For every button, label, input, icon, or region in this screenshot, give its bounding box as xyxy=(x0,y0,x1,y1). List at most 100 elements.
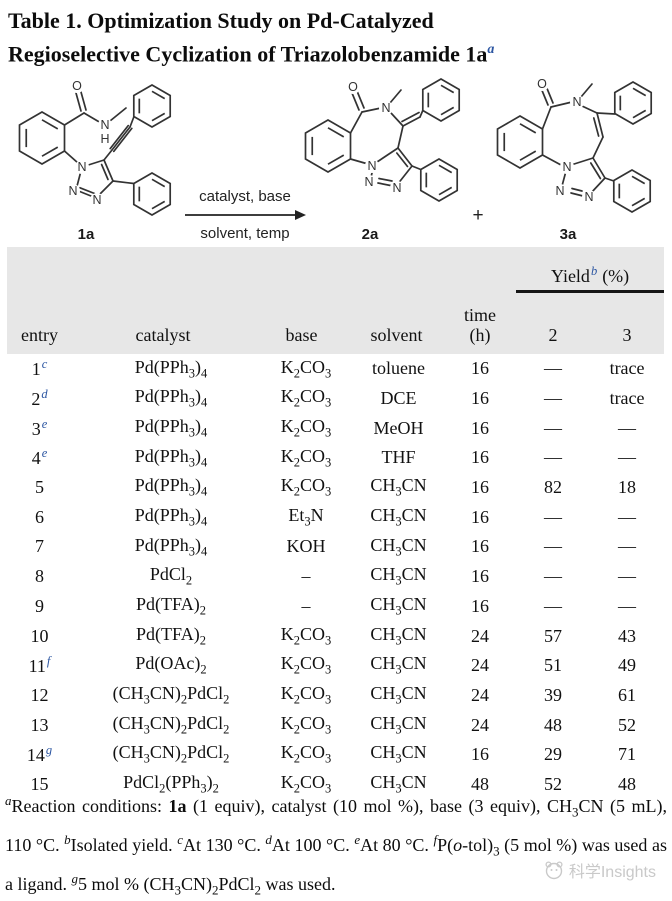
cell-entry: 13 xyxy=(30,714,49,735)
cell-yield-3: — xyxy=(618,566,637,587)
table-row: 13 (CH3CN)2PdCl2 K2CO3 CH3CN 24 48 52 xyxy=(7,710,664,740)
arrow-icon xyxy=(185,210,306,220)
cell-yield-2: 82 xyxy=(544,477,563,498)
cell-yield-3: 43 xyxy=(618,625,637,646)
col-entry: entry xyxy=(7,291,72,354)
cell-catalyst: (CH3CN)2PdCl2 xyxy=(112,742,230,767)
cell-time: 16 xyxy=(471,506,490,527)
cell-yield-2: 52 xyxy=(544,773,563,794)
table-row: 10 Pd(TFA)2 K2CO3 CH3CN 24 57 43 xyxy=(7,621,664,651)
conditions-top: catalyst, base xyxy=(199,188,291,205)
cell-entry: 2d xyxy=(31,387,48,410)
structure-3a: O N N N N 3a xyxy=(496,77,653,243)
cell-yield-2: — xyxy=(544,566,563,587)
col-base: base xyxy=(254,291,349,354)
cell-catalyst: (CH3CN)2PdCl2 xyxy=(112,683,230,707)
cell-yield-2: — xyxy=(544,447,563,468)
cell-solvent: THF xyxy=(381,447,416,468)
table-row: 8 PdCl2 – CH3CN 16 — — xyxy=(7,562,664,592)
cell-time: 16 xyxy=(471,566,490,587)
cell-yield-2: — xyxy=(544,388,563,409)
molecule-label-2a: 2a xyxy=(362,226,379,243)
table-row: 11f Pd(OAc)2 K2CO3 CH3CN 24 51 49 xyxy=(7,651,664,681)
cell-solvent: CH3CN xyxy=(370,623,427,648)
cell-time: 24 xyxy=(471,684,490,705)
col-solvent: solvent xyxy=(349,291,444,354)
cell-yield-2: — xyxy=(544,536,563,557)
table-row: 5 Pd(PPh3)4 K2CO3 CH3CN 16 82 18 xyxy=(7,473,664,503)
cell-solvent: CH3CN xyxy=(370,742,427,767)
table-row: 7 Pd(PPh3)4 KOH CH3CN 16 — — xyxy=(7,532,664,562)
col-catalyst: catalyst xyxy=(72,291,254,354)
cell-base: K2CO3 xyxy=(280,653,332,678)
reaction-scheme: O N H N N N 1a catalyst, base solvent, t… xyxy=(0,73,672,248)
cell-yield-3: 52 xyxy=(618,714,637,735)
atom-n2: N xyxy=(364,175,373,189)
table-row: 1c Pd(PPh3)4 K2CO3 toluene 16 — trace xyxy=(7,354,664,384)
footnote: aReaction conditions: 1a (1 equiv), cata… xyxy=(5,793,667,898)
cell-solvent: CH3CN xyxy=(370,475,427,499)
atom-n2: N xyxy=(68,184,77,198)
cell-time: 16 xyxy=(471,358,490,379)
table-row: 4e Pd(PPh3)4 K2CO3 THF 16 — — xyxy=(7,443,664,473)
cell-yield-3: — xyxy=(618,447,637,468)
cell-catalyst: PdCl2(PPh3)2 xyxy=(123,772,219,796)
cell-time: 16 xyxy=(471,447,490,468)
cell-solvent: CH3CN xyxy=(370,534,427,559)
cell-solvent: CH3CN xyxy=(370,594,427,618)
cell-yield-2: — xyxy=(544,506,563,527)
cell-yield-2: 57 xyxy=(544,625,563,646)
atom-h-amide: H xyxy=(100,132,109,146)
cell-time: 16 xyxy=(471,595,490,616)
cell-yield-2: — xyxy=(544,595,563,616)
cell-entry: 1c xyxy=(31,357,48,380)
cell-base: K2CO3 xyxy=(280,623,332,648)
cell-base: K2CO3 xyxy=(280,386,332,410)
cell-yield-3: — xyxy=(618,536,637,557)
reaction-arrow: catalyst, base solvent, temp xyxy=(183,187,307,243)
table-title: Table 1. Optimization Study on Pd-Cataly… xyxy=(8,6,648,68)
cell-base: K2CO3 xyxy=(280,415,332,440)
cell-catalyst: Pd(PPh3)4 xyxy=(134,534,208,559)
watermark-text: 科学Insights xyxy=(568,864,656,881)
cell-yield-2: 51 xyxy=(544,655,563,676)
table-row: 12 (CH3CN)2PdCl2 K2CO3 CH3CN 24 39 61 xyxy=(7,681,664,711)
cell-base: K2CO3 xyxy=(280,445,332,470)
cell-time: 16 xyxy=(471,388,490,409)
cell-yield-2: — xyxy=(544,417,563,438)
title-line2: Regioselective Cyclization of Triazolobe… xyxy=(8,41,488,67)
plus-sign: + xyxy=(472,205,484,226)
cell-entry: 14g xyxy=(26,743,53,766)
cell-entry: 8 xyxy=(35,566,44,587)
table-row: 2d Pd(PPh3)4 K2CO3 DCE 16 — trace xyxy=(7,384,664,414)
optimization-table: Yieldb (%) entry catalyst base solvent ti… xyxy=(7,247,665,800)
cell-solvent: CH3CN xyxy=(370,683,427,707)
watermark-logo-icon xyxy=(545,861,563,880)
cell-yield-2: 29 xyxy=(544,744,563,765)
atom-n3: N xyxy=(92,193,101,207)
molecule-label-3a: 3a xyxy=(560,226,577,243)
cell-time: 16 xyxy=(471,744,490,765)
cell-time: 16 xyxy=(471,417,490,438)
cell-catalyst: Pd(TFA)2 xyxy=(136,594,206,618)
cell-yield-3: — xyxy=(618,417,637,438)
cell-solvent: CH3CN xyxy=(370,653,427,678)
atom-n1: N xyxy=(367,159,376,173)
cell-base: K2CO3 xyxy=(280,683,332,707)
structure-2a: O N N N N 2a xyxy=(304,78,461,243)
col-product-3: 3 xyxy=(590,291,665,354)
yield-unit: (%) xyxy=(602,266,630,286)
cell-catalyst: Pd(PPh3)4 xyxy=(134,504,208,529)
cell-yield-3: trace xyxy=(609,358,645,379)
cell-entry: 15 xyxy=(30,773,49,794)
cell-time: 24 xyxy=(471,625,490,646)
cell-entry: 7 xyxy=(35,536,44,557)
cell-solvent: DCE xyxy=(380,388,417,409)
cell-entry: 4e xyxy=(31,446,48,469)
cell-catalyst: Pd(PPh3)4 xyxy=(134,445,208,470)
col-product-2: 2 xyxy=(516,291,591,354)
cell-base: K2CO3 xyxy=(280,742,332,767)
yield-label: Yield xyxy=(550,266,590,286)
cell-yield-2: 48 xyxy=(544,714,563,735)
table-row: 15 PdCl2(PPh3)2 K2CO3 CH3CN 48 52 48 xyxy=(7,770,664,800)
